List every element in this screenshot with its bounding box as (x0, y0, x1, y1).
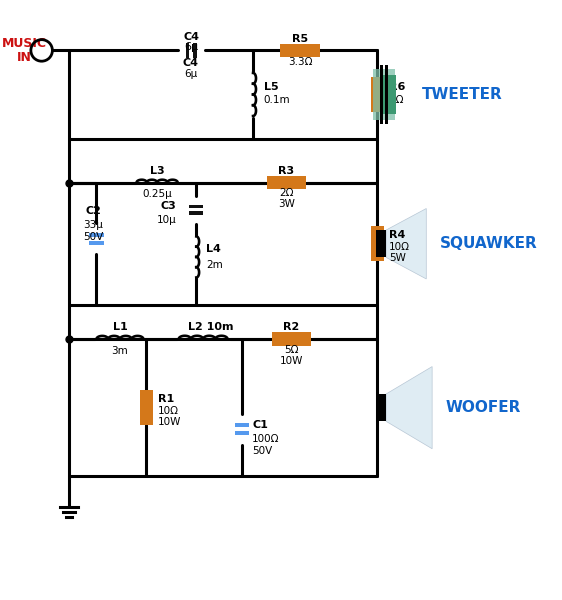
Bar (235, 424, 249, 427)
Bar (377, 230, 386, 257)
Bar (267, 176, 306, 190)
Bar (377, 394, 386, 421)
Text: 10μ: 10μ (157, 215, 176, 225)
Text: L5: L5 (264, 82, 278, 92)
Bar (89, 233, 104, 237)
Text: L4: L4 (206, 244, 221, 254)
Text: 2m: 2m (206, 260, 223, 270)
Text: 50V: 50V (252, 446, 273, 456)
Text: R3: R3 (278, 166, 294, 176)
Text: 100Ω: 100Ω (252, 434, 279, 444)
Bar (89, 241, 104, 245)
Bar (193, 43, 197, 58)
Text: 10W: 10W (279, 356, 303, 365)
Text: 0.25μ: 0.25μ (142, 189, 172, 199)
Text: 5W: 5W (389, 253, 406, 263)
Text: L2 10m: L2 10m (188, 322, 234, 332)
Text: 3m: 3m (112, 346, 128, 356)
Bar (189, 211, 203, 215)
Text: SQUAWKER: SQUAWKER (440, 236, 538, 251)
Text: 6μ: 6μ (184, 69, 197, 79)
Polygon shape (386, 367, 432, 449)
Text: L3: L3 (150, 166, 165, 176)
Text: R4: R4 (389, 230, 405, 240)
Text: 6Ω: 6Ω (389, 95, 404, 106)
Text: 5Ω: 5Ω (284, 345, 298, 355)
Text: 10W: 10W (158, 418, 182, 427)
Text: C2: C2 (85, 206, 102, 217)
Text: 10Ω: 10Ω (158, 406, 179, 416)
Bar (140, 390, 153, 425)
Text: C3: C3 (161, 201, 176, 211)
Bar (280, 44, 320, 57)
Text: C4: C4 (183, 32, 200, 42)
Text: IN: IN (17, 51, 31, 64)
Text: 3W: 3W (278, 199, 294, 209)
Text: 0.1m: 0.1m (264, 95, 291, 106)
Text: 3.3Ω: 3.3Ω (288, 57, 312, 67)
Text: 50V: 50V (83, 232, 103, 242)
Text: 6μ: 6μ (184, 41, 198, 52)
Bar (371, 226, 384, 262)
Bar (271, 332, 311, 346)
Polygon shape (386, 208, 427, 279)
Text: R1: R1 (158, 394, 174, 404)
Bar (371, 77, 384, 112)
Bar (235, 431, 249, 435)
Text: TWEETER: TWEETER (423, 87, 503, 102)
Bar (382, 75, 396, 114)
Text: C4: C4 (183, 58, 198, 68)
Bar (384, 65, 388, 124)
Text: 33μ: 33μ (84, 220, 103, 230)
Bar (185, 43, 189, 58)
Text: 2Ω: 2Ω (279, 188, 293, 199)
Text: L1: L1 (112, 322, 128, 332)
Text: R5: R5 (292, 34, 308, 44)
Bar (380, 65, 383, 124)
Bar (189, 205, 203, 208)
Bar (373, 69, 395, 120)
Text: 10Ω: 10Ω (389, 242, 410, 251)
Text: R6: R6 (389, 82, 405, 92)
Text: C1: C1 (252, 420, 268, 430)
Text: R2: R2 (283, 322, 300, 332)
Text: MUSIC: MUSIC (2, 37, 47, 50)
Text: WOOFER: WOOFER (446, 400, 521, 415)
